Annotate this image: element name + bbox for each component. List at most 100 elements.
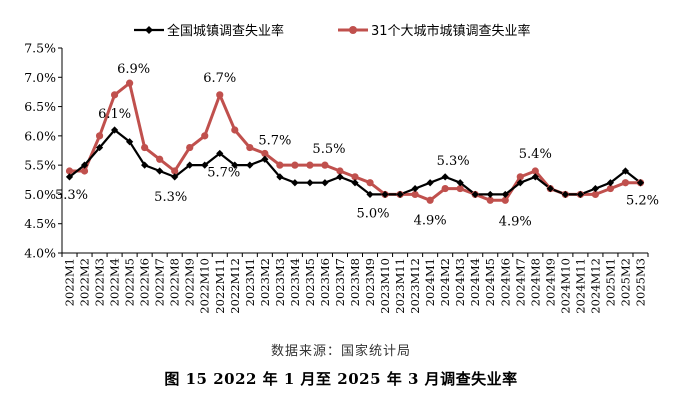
x-tick-label: 2022M11 [213, 258, 227, 314]
data-point [141, 161, 149, 169]
x-tick-label: 2024M1 [423, 258, 437, 306]
legend-label: 31个大城市城镇调查失业率 [371, 23, 531, 39]
data-label: 5.0% [357, 206, 390, 221]
data-point [351, 173, 359, 181]
data-point [65, 173, 74, 181]
y-tick-label: 7.5% [24, 41, 56, 56]
data-point [396, 190, 404, 199]
data-point [426, 196, 434, 204]
data-point [141, 143, 149, 152]
source-note: 数据来源：国家统计局 [270, 344, 411, 359]
y-tick-label: 5.5% [24, 158, 56, 173]
y-tick-label: 5.0% [24, 187, 56, 202]
x-tick-label: 2022M5 [123, 258, 137, 306]
data-label: 4.9% [414, 213, 447, 228]
legend-label: 全国城镇调查失业率 [167, 23, 284, 39]
data-point [246, 143, 254, 152]
data-point [501, 190, 509, 199]
y-tick-label: 4.0% [24, 246, 56, 261]
data-point [110, 91, 119, 99]
data-point [411, 184, 419, 193]
data-point [606, 179, 615, 187]
data-point [621, 179, 630, 187]
data-point [231, 126, 239, 134]
x-tick-label: 2025M3 [633, 258, 647, 306]
data-point [126, 79, 134, 87]
x-tick-label: 2023M12 [408, 258, 422, 314]
series-markers [65, 79, 645, 204]
data-point [80, 161, 89, 169]
x-tick-label: 2024M12 [588, 258, 602, 314]
x-tick-label: 2022M8 [168, 258, 182, 306]
x-tick-label: 2022M9 [183, 258, 197, 306]
data-point [636, 179, 645, 187]
data-label: 6.7% [203, 71, 236, 86]
data-point [216, 149, 224, 158]
data-point [486, 190, 494, 199]
data-point [291, 161, 299, 169]
data-point [306, 179, 314, 187]
data-point [426, 179, 434, 187]
data-point [231, 161, 239, 169]
x-tick-label: 2024M5 [483, 258, 497, 306]
x-tick-label: 2022M4 [108, 258, 122, 306]
x-tick-label: 2022M12 [228, 258, 242, 314]
data-point [531, 173, 539, 181]
data-point [441, 184, 449, 193]
x-tick-label: 2023M7 [333, 258, 347, 306]
x-tick-label: 2022M2 [78, 258, 92, 306]
data-point [501, 196, 509, 204]
x-tick-label: 2023M9 [363, 258, 377, 306]
data-point [321, 161, 329, 169]
x-tick-label: 2023M6 [318, 258, 332, 306]
data-point [186, 143, 194, 152]
x-tick-label: 2025M1 [603, 258, 617, 306]
data-point [336, 173, 344, 181]
y-tick-label: 4.5% [24, 216, 56, 231]
x-tick-label: 2024M6 [498, 258, 512, 306]
data-point [110, 126, 119, 134]
data-point [65, 167, 74, 175]
data-point [456, 184, 464, 193]
data-label: 5.7% [207, 165, 240, 180]
x-tick-label: 2024M9 [543, 258, 557, 306]
data-point [576, 190, 584, 199]
x-tick-label: 2022M1 [63, 258, 77, 306]
figure-caption: 图 15 2022 年 1 月至 2025 年 3 月调查失业率 [164, 370, 518, 388]
x-tick-label: 2024M7 [513, 258, 527, 306]
data-point [95, 132, 104, 140]
data-point [171, 173, 179, 181]
data-point [336, 167, 344, 175]
x-tick-label: 2024M10 [558, 258, 572, 314]
data-point [276, 173, 284, 181]
x-tick-label: 2024M3 [453, 258, 467, 306]
data-point [606, 184, 615, 193]
x-tick-label: 2024M11 [573, 258, 587, 314]
data-point [321, 179, 329, 187]
data-label: 5.2% [626, 194, 659, 209]
y-tick-label: 6.0% [24, 128, 56, 143]
y-axis-ticks: 4.0% 4.5% 5.0% 5.5% 6.0% 6.5% 7.0% 7.5% [24, 41, 62, 261]
data-label: 5.3% [437, 154, 470, 169]
chart-axes [61, 48, 648, 254]
data-label: 5.5% [312, 142, 345, 157]
data-point [591, 190, 600, 199]
legend: 全国城镇调查失业率 31个大城市城镇调查失业率 [134, 23, 531, 39]
x-tick-label: 2024M4 [468, 258, 482, 306]
data-annotations: 5.3% 6.1% 6.9% 5.3% 6.7% 5.7% 5.7% 5.5% 5.0% 4.9%… [55, 62, 659, 229]
legend-marker [349, 26, 357, 34]
x-tick-label: 2023M4 [288, 258, 302, 306]
x-tick-label: 2024M2 [438, 258, 452, 306]
data-point [591, 184, 600, 193]
y-tick-label: 6.5% [24, 99, 56, 114]
data-point [261, 149, 269, 158]
x-tick-label: 2024M8 [528, 258, 542, 306]
line-chart: 4.0%4.5%5.0%5.5%6.0%6.5%7.0%7.5% 2022M1 2… [24, 23, 659, 314]
data-point [171, 167, 179, 175]
data-point [291, 179, 299, 187]
data-point [80, 167, 89, 175]
data-point [546, 184, 554, 193]
data-point [156, 155, 164, 163]
data-point [516, 173, 524, 181]
data-point [276, 161, 284, 169]
